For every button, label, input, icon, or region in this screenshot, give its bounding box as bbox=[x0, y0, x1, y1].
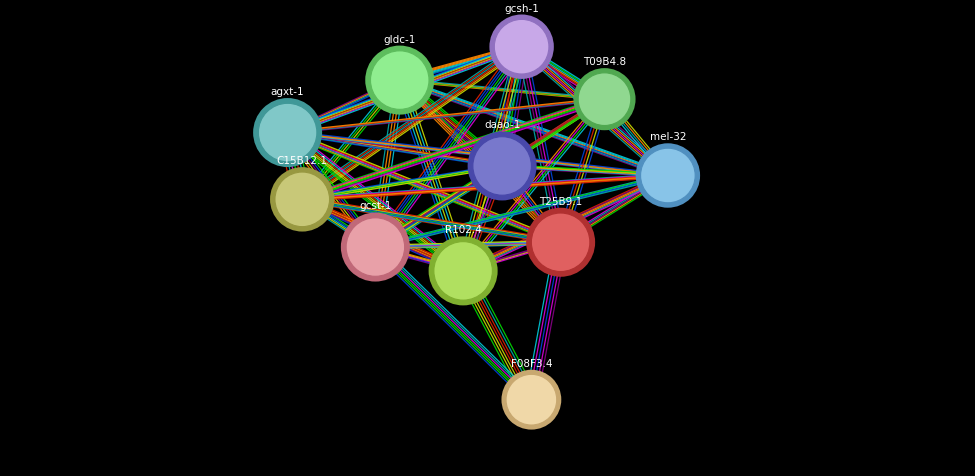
Ellipse shape bbox=[258, 104, 317, 162]
Text: mel-32: mel-32 bbox=[649, 132, 686, 142]
Ellipse shape bbox=[366, 47, 434, 115]
Text: daao-1: daao-1 bbox=[484, 120, 521, 130]
Text: gldc-1: gldc-1 bbox=[383, 34, 416, 44]
Text: R102.4: R102.4 bbox=[445, 225, 482, 235]
Ellipse shape bbox=[501, 370, 562, 430]
Text: T09B4.8: T09B4.8 bbox=[583, 57, 626, 67]
Ellipse shape bbox=[506, 375, 557, 425]
Ellipse shape bbox=[494, 20, 549, 75]
Ellipse shape bbox=[578, 74, 631, 126]
Ellipse shape bbox=[370, 52, 429, 110]
Ellipse shape bbox=[346, 218, 405, 277]
Ellipse shape bbox=[489, 15, 554, 80]
Ellipse shape bbox=[434, 242, 492, 300]
Ellipse shape bbox=[641, 149, 695, 203]
Text: F08F3.4: F08F3.4 bbox=[511, 358, 552, 368]
Text: gcst-1: gcst-1 bbox=[359, 201, 392, 211]
Ellipse shape bbox=[341, 213, 410, 282]
Ellipse shape bbox=[636, 144, 700, 208]
Ellipse shape bbox=[468, 132, 536, 201]
Ellipse shape bbox=[526, 208, 595, 277]
Ellipse shape bbox=[573, 69, 636, 131]
Ellipse shape bbox=[254, 99, 322, 168]
Text: C15B12.1: C15B12.1 bbox=[277, 156, 328, 166]
Text: agxt-1: agxt-1 bbox=[271, 87, 304, 97]
Ellipse shape bbox=[270, 168, 334, 232]
Ellipse shape bbox=[473, 138, 531, 196]
Text: gcsh-1: gcsh-1 bbox=[504, 3, 539, 13]
Ellipse shape bbox=[275, 173, 330, 227]
Ellipse shape bbox=[531, 214, 590, 272]
Text: T25B9.1: T25B9.1 bbox=[539, 196, 582, 206]
Ellipse shape bbox=[429, 237, 497, 306]
